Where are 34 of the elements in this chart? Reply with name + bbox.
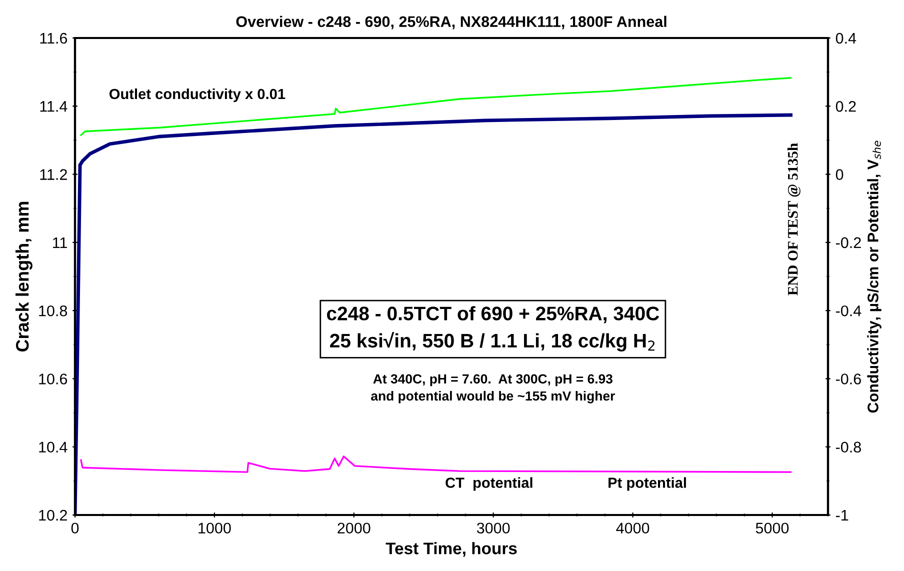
annotation: c248 - 0.5TCT of 690 + 25%RA, 340C 25 ksi√in, 550 B / 1.1 Li, 18 cc/kg H$_{2}$ xyxy=(326,306,660,352)
y-tick-label: 11.6 xyxy=(40,32,68,44)
x-tick-label: 2000 xyxy=(338,522,370,534)
x-tick-label: 4000 xyxy=(616,522,650,534)
annotation: At 340C, pH = 7.60. At 300C, pH = 6.93 and potential would be ~155 mV higher xyxy=(371,374,615,404)
y-tick-label: 11.2 xyxy=(40,169,67,180)
y-tick-label: 11.4 xyxy=(40,101,68,112)
y-tick-label: 10.4 xyxy=(39,442,68,453)
y2-tick-label: -0.8 xyxy=(836,442,861,453)
y-tick-label: 10.2 xyxy=(39,510,67,521)
x-tick-label: 3000 xyxy=(476,522,510,534)
y2-tick-label: -1 xyxy=(836,510,848,521)
line-series xyxy=(80,456,792,473)
x-axis-title: Test Time, hours xyxy=(386,542,517,557)
y2-tick-label: -0.2 xyxy=(836,237,861,248)
line-series xyxy=(80,77,792,136)
y2-tick-label: 0 xyxy=(836,169,844,180)
annotation: Pt potential xyxy=(608,477,686,491)
annotation: END OF TEST @ 5135h xyxy=(788,143,800,296)
y-tick-label: 11 xyxy=(53,237,67,248)
y-axis-title: Crack length, mm xyxy=(16,202,32,352)
y-tick-label: 10.8 xyxy=(39,305,68,316)
x-tick-label: 5000 xyxy=(756,522,789,534)
annotation: CT potential xyxy=(446,477,532,491)
y2-tick-label: 0.2 xyxy=(836,101,856,112)
annotation: Outlet conductivity x 0.01 xyxy=(109,88,286,102)
x-tick-label: 0 xyxy=(71,522,79,534)
y-tick-label: 10.6 xyxy=(39,374,68,384)
y2-axis-title: Conductivity, μS/cm or Potential, V$_{she}$ xyxy=(867,140,882,413)
y2-tick-label: -0.4 xyxy=(836,305,862,316)
x-tick-label: 1000 xyxy=(198,522,231,534)
chart-title: Overview - c248 - 690, 25%RA, NX8244HK111, 1800F Anneal xyxy=(236,16,666,30)
y2-tick-label: 0.4 xyxy=(836,32,856,44)
y2-tick-label: -0.6 xyxy=(836,374,861,384)
